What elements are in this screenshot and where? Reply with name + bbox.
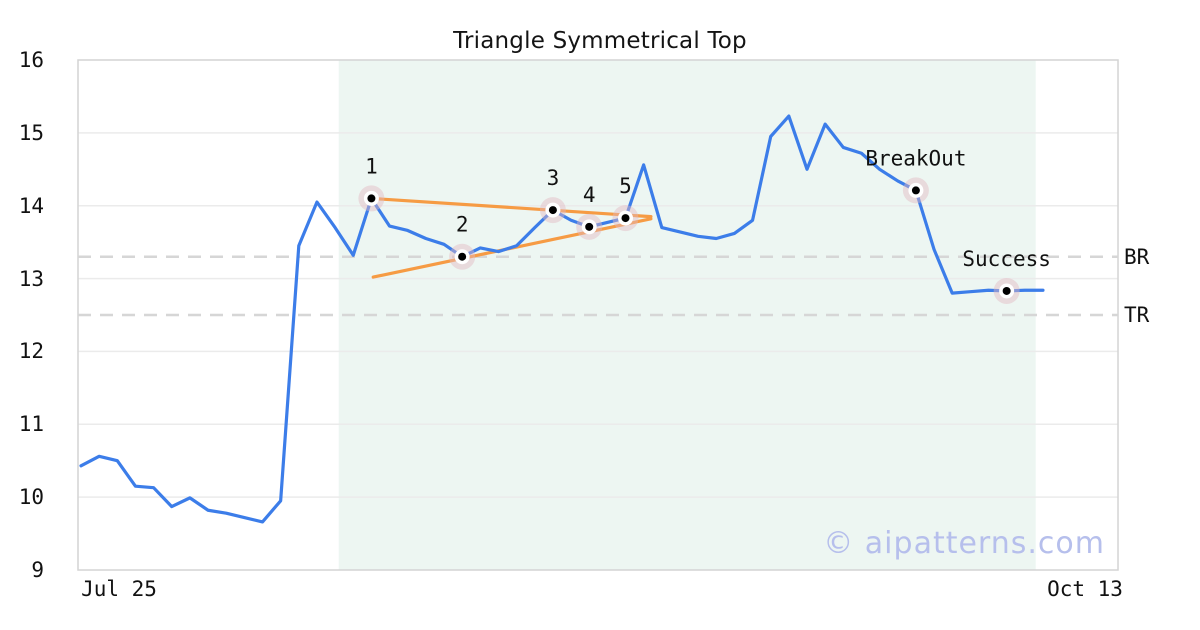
y-tick-label: 10	[18, 485, 44, 510]
y-tick-label: 15	[18, 120, 44, 145]
point-dot	[548, 206, 557, 215]
y-tick-label: 11	[18, 412, 44, 437]
pattern-point-label: 1	[365, 154, 378, 178]
point-dot	[367, 194, 376, 203]
pattern-region	[338, 60, 1036, 570]
y-tick-label: 14	[18, 193, 44, 218]
pattern-point-label: BreakOut	[865, 146, 966, 170]
point-dot	[1002, 286, 1011, 295]
point-dot	[621, 214, 630, 223]
x-tick-end: Oct 13	[1047, 577, 1123, 601]
watermark: © aipatterns.com	[823, 526, 1105, 561]
y-tick-label: 13	[18, 266, 44, 291]
y-tick-label: 12	[18, 339, 44, 364]
pattern-point-label: Success	[962, 247, 1051, 271]
point-dot	[458, 252, 467, 261]
trendline-upper	[369, 196, 653, 219]
chart-title: Triangle Symmetrical Top	[453, 28, 747, 54]
price-line	[79, 114, 1045, 524]
pattern-point-label: 4	[583, 183, 596, 207]
level-label-br: BR	[1124, 245, 1150, 269]
pattern-point-label: 5	[619, 174, 632, 198]
y-tick-label: 9	[31, 558, 44, 582]
pattern-point-label: 2	[456, 213, 469, 237]
pattern-point-label: 3	[547, 166, 560, 190]
y-tick-label: 16	[18, 48, 44, 72]
point-dot	[585, 222, 594, 231]
point-dot	[911, 186, 920, 195]
x-tick-start: Jul 25	[81, 577, 157, 601]
level-label-tr: TR	[1124, 303, 1150, 327]
